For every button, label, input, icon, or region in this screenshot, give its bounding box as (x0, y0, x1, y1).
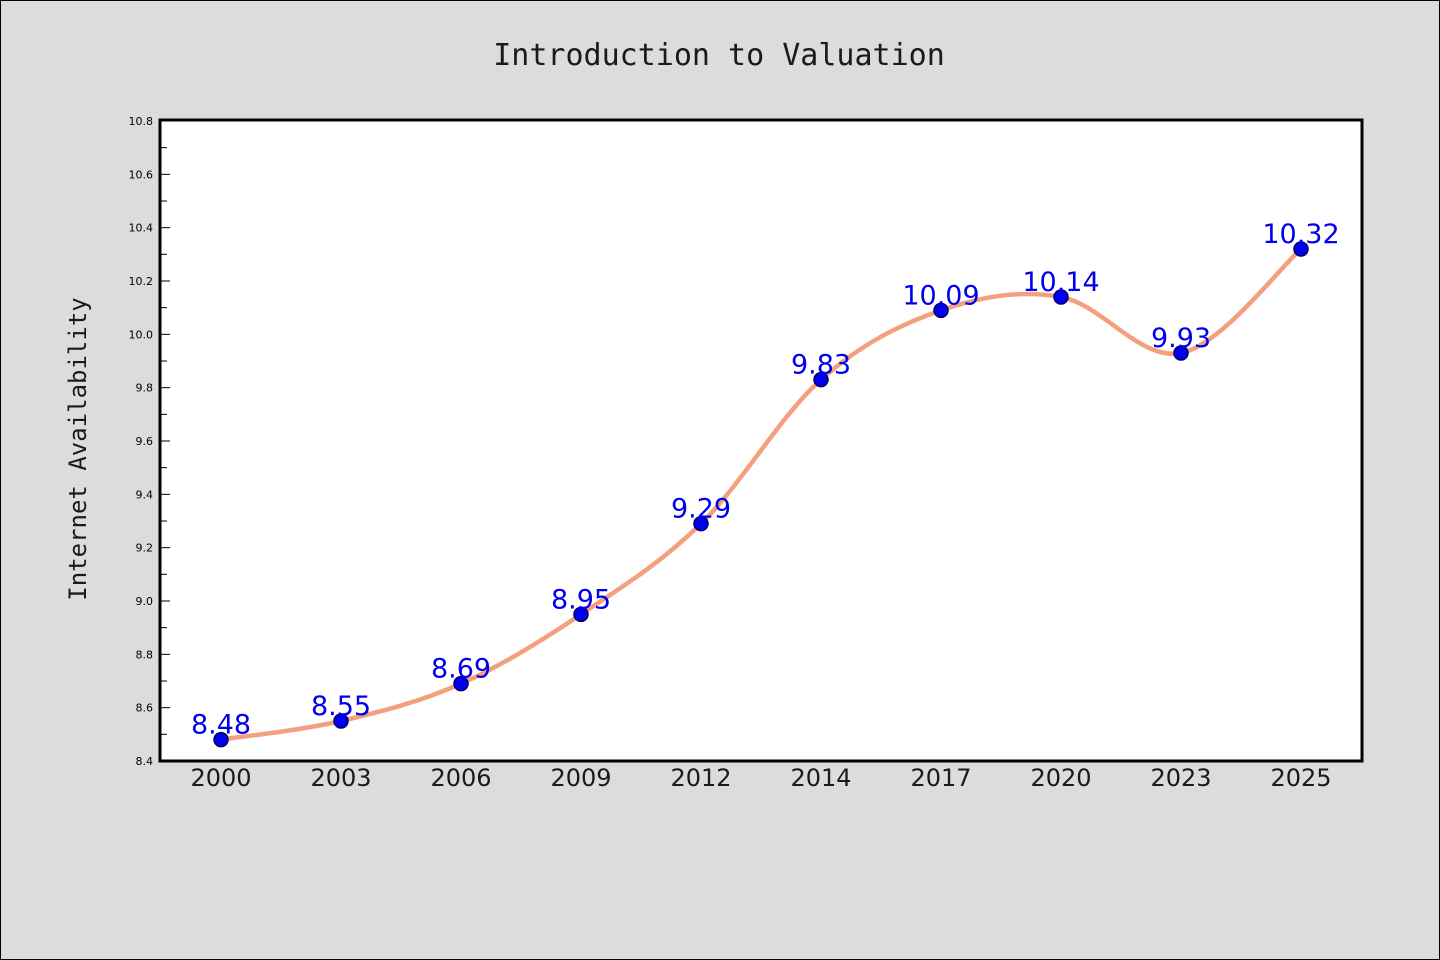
data-label: 8.95 (551, 584, 611, 615)
y-tick-label: 8.4 (136, 755, 154, 768)
x-tick-label: 2003 (310, 764, 371, 792)
data-point (1173, 345, 1189, 361)
data-point (333, 713, 349, 729)
data-point (1293, 241, 1309, 257)
x-tick-label: 2009 (550, 764, 611, 792)
data-point (1053, 289, 1069, 305)
data-label: 8.55 (311, 691, 371, 722)
plot-area (158, 118, 1364, 763)
y-tick-label: 9.4 (136, 488, 154, 501)
x-axis: 2000 2003 2006 2009 2012 2014 2017 2020 2023 2025 (190, 764, 1331, 792)
x-tick-label: 2006 (430, 764, 491, 792)
x-tick-label: 2023 (1150, 764, 1211, 792)
data-label: 8.69 (431, 654, 491, 685)
data-label: 9.93 (1151, 323, 1211, 354)
y-tick-label: 10.2 (129, 275, 154, 288)
y-tick-label: 10.4 (129, 222, 154, 235)
x-tick-label: 2020 (1030, 764, 1091, 792)
y-tick-label: 10.0 (129, 328, 154, 341)
data-label: 9.29 (671, 494, 731, 525)
y-tick-label: 9.2 (136, 542, 154, 555)
y-axis: 8.4 8.6 8.8 9.0 9.2 9.4 9.6 9.8 10.0 10.2 10.4 10.6… (129, 115, 170, 768)
data-point (213, 731, 229, 748)
y-tick-label: 10.8 (129, 115, 154, 128)
x-tick-label: 2012 (670, 764, 731, 792)
y-tick-label: 9.6 (136, 435, 154, 448)
y-axis-label: Internet Availability (64, 297, 92, 600)
series-line (218, 246, 1304, 742)
data-point (693, 515, 709, 532)
chart-title: Introduction to Valuation (493, 38, 945, 73)
data-point (933, 302, 949, 319)
data-label: 10.32 (1262, 219, 1339, 250)
series-layer (213, 241, 1309, 748)
data-point (453, 675, 469, 692)
y-tick-label: 8.8 (136, 648, 154, 661)
y-tick-label: 8.6 (136, 702, 154, 715)
data-label: 9.83 (791, 350, 851, 381)
data-point (813, 371, 829, 388)
y-tick-label: 9.8 (136, 382, 154, 395)
y-tick-label: 9.0 (136, 595, 154, 608)
data-point (573, 606, 589, 623)
data-label: 10.14 (1022, 267, 1099, 298)
data-label: 8.48 (191, 710, 251, 741)
y-tick-label: 10.6 (129, 168, 154, 181)
x-tick-label: 2025 (1270, 764, 1331, 792)
x-tick-label: 2017 (910, 764, 971, 792)
data-label: 10.09 (902, 280, 979, 311)
x-tick-label: 2000 (190, 764, 251, 792)
x-tick-label: 2014 (790, 764, 851, 792)
data-label-layer: 8.48 8.55 8.69 8.95 9.29 9.83 10.09 10.14 9.93 10… (191, 219, 1340, 741)
